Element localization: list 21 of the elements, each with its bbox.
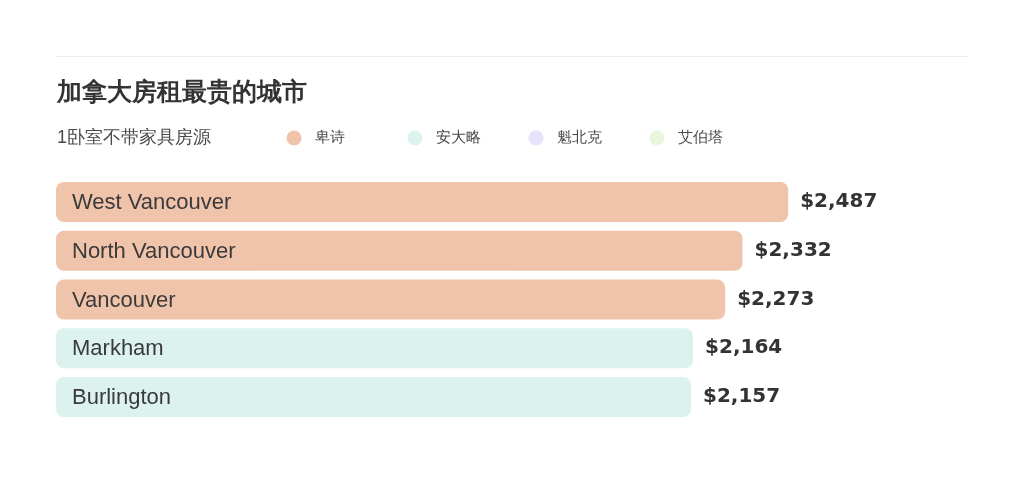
bar [56,230,743,271]
bar [56,279,726,320]
bar [56,377,692,418]
bar [56,181,789,222]
chart-subtitle: 1卧室不带家具房源 [57,126,212,147]
data-label: $2,487 [800,188,878,213]
y-tick-label: Burlington [72,384,172,410]
legend-label: 安大略 [436,128,481,146]
legend-label: 魁北克 [557,128,602,146]
chart-title: 加拿大房租最贵的城市 [56,76,307,105]
data-label: $2,157 [703,383,781,408]
legend-label: 卑诗 [315,128,345,146]
y-tick-label: Markham [72,335,164,361]
data-label: $2,332 [754,236,832,261]
y-tick-label: West Vancouver [72,189,232,215]
data-label: $2,273 [737,285,815,310]
bar [56,328,694,369]
legend-label: 艾伯塔 [678,128,723,146]
y-tick-label: Vancouver [72,286,176,312]
y-tick-label: North Vancouver [72,237,236,263]
data-label: $2,164 [705,334,783,359]
